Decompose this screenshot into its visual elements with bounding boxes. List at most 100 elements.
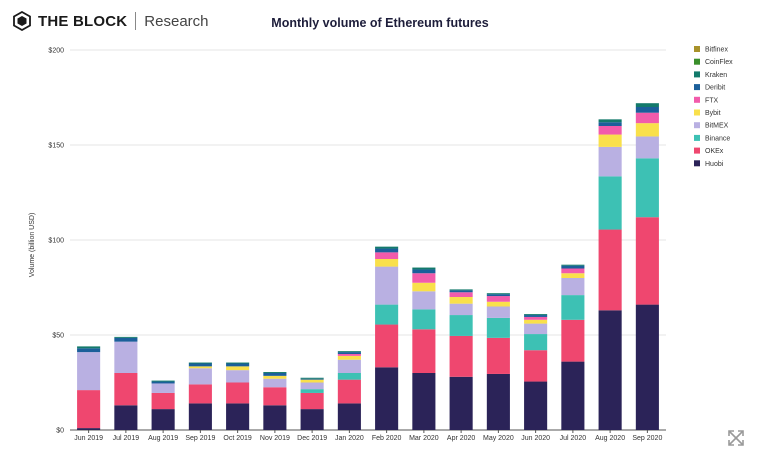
x-tick-label: May 2020 (483, 435, 514, 442)
x-tick-label: Jun 2020 (521, 435, 550, 442)
legend-swatch (694, 160, 700, 167)
legend-label: Binance (705, 135, 730, 142)
bar-segment-deribit (524, 315, 548, 317)
bar-segment-bitmex (598, 146, 622, 177)
bar-segment-bitmex (226, 370, 250, 383)
x-tick-label: Jul 2019 (113, 435, 140, 442)
bar-segment-huobi (114, 405, 138, 430)
bar-segment-kraken (561, 264, 585, 266)
bar-segment-okex (114, 373, 138, 406)
bar-segment-ftx (635, 112, 659, 124)
bar-segment-ftx (486, 296, 510, 302)
bar-segment-kraken (114, 336, 138, 338)
bar-segment-deribit (300, 378, 324, 380)
x-tick-label: Dec 2019 (297, 435, 327, 442)
bar-segment-huobi (635, 304, 659, 430)
bar-segment-deribit (188, 363, 212, 367)
bar-segment-bitmex (300, 382, 324, 390)
bar-segment-bybit (598, 134, 622, 147)
legend-label: Huobi (705, 161, 724, 168)
legend-label: BitMEX (705, 123, 729, 130)
expand-arrows-icon[interactable] (726, 428, 746, 448)
bar-segment-huobi (300, 409, 324, 430)
bar-segment-kraken (188, 362, 212, 364)
bar-segment-okex (77, 390, 101, 429)
x-tick-label: Feb 2020 (372, 435, 402, 442)
bar-segment-binance (524, 334, 548, 351)
bar-segment-kraken (524, 314, 548, 316)
bar-segment-ftx (412, 273, 436, 283)
x-tick-label: Oct 2019 (223, 435, 252, 442)
bar-segment-kraken (263, 372, 287, 373)
bar-segment-deribit (412, 269, 436, 274)
x-tick-label: Sep 2020 (632, 435, 662, 442)
bar-segment-huobi (151, 409, 175, 430)
bar-segment-kraken (598, 119, 622, 123)
bar-segment-huobi (263, 405, 287, 430)
bar-segment-okex (375, 324, 399, 368)
bar-segment-okex (598, 229, 622, 311)
cube-logo-icon (13, 11, 31, 31)
bar-segment-kraken (449, 289, 473, 291)
bar-segment-okex (151, 392, 175, 410)
bar-segment-bybit (337, 355, 361, 360)
legend-label: FTX (705, 97, 719, 104)
bar-segment-bitmex (114, 341, 138, 373)
bar-segment-deribit (598, 122, 622, 126)
y-tick-label: $150 (48, 143, 64, 150)
legend-label: CoinFlex (705, 59, 733, 66)
brand-logo: THE BLOCK Research (12, 10, 209, 32)
bar-segment-bitmex (337, 359, 361, 373)
bar-segment-bitmex (77, 352, 101, 391)
bar-segment-bitmex (486, 306, 510, 318)
bar-segment-huobi (375, 367, 399, 430)
bar-segment-deribit (337, 352, 361, 354)
bar-segment-ftx (598, 126, 622, 135)
bar-segment-bybit (561, 273, 585, 278)
brand-name: THE BLOCK (38, 12, 128, 30)
bar-segment-bybit (635, 123, 659, 137)
bar-segment-bybit (524, 319, 548, 324)
bar-segment-ftx (375, 252, 399, 259)
bar-segment-huobi (524, 381, 548, 430)
bar-segment-binance (598, 176, 622, 230)
legend-swatch (694, 147, 700, 154)
bar-segment-bitmex (524, 323, 548, 335)
bar-segment-bybit (486, 301, 510, 307)
bar-segment-bybit (300, 379, 324, 383)
chart-title: Monthly volume of Ethereum futures (271, 16, 489, 30)
bar-segment-huobi (337, 403, 361, 430)
bar-segment-ftx (337, 354, 361, 356)
bar-segment-huobi (77, 428, 101, 430)
bar-segment-kraken (77, 346, 101, 349)
x-tick-label: Mar 2020 (409, 435, 439, 442)
legend-label: Kraken (705, 72, 727, 79)
x-tick-label: Aug 2020 (595, 435, 625, 442)
bar-segment-okex (561, 319, 585, 362)
bar-segment-kraken (300, 377, 324, 379)
bar-segment-bitmex (375, 266, 399, 305)
bar-segment-deribit (561, 265, 585, 269)
y-tick-label: $100 (48, 238, 64, 245)
bar-segment-bybit (449, 297, 473, 304)
bar-segment-ftx (561, 268, 585, 274)
x-tick-label: Sep 2019 (185, 435, 215, 442)
bar-segment-okex (486, 337, 510, 374)
bar-segment-kraken (226, 362, 250, 364)
bar-segment-huobi (188, 403, 212, 430)
x-tick-label: Apr 2020 (447, 435, 476, 442)
bar-segment-bybit (226, 366, 250, 371)
bar-segment-kraken (151, 380, 175, 382)
bar-segment-binance (635, 158, 659, 218)
legend-swatch (694, 46, 700, 52)
legend-swatch (694, 58, 700, 65)
brand-subtitle: Research (144, 12, 209, 30)
brand-divider (135, 12, 137, 30)
bar-segment-binance (561, 295, 585, 320)
bar-segment-deribit (375, 248, 399, 253)
bar-segment-binance (375, 304, 399, 325)
legend-swatch (694, 109, 700, 116)
bars (77, 103, 659, 430)
legend-swatch (694, 134, 700, 141)
bar-segment-bitmex (449, 303, 473, 316)
